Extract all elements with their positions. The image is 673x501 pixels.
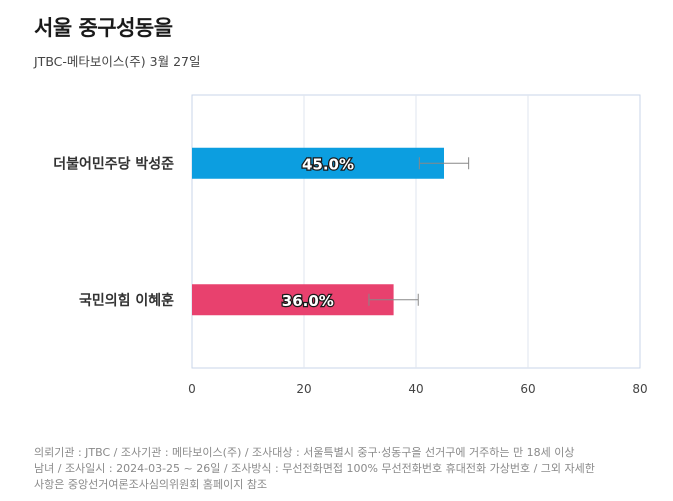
x-tick-label: 80: [632, 382, 647, 396]
x-tick-label: 40: [408, 382, 423, 396]
bar: [192, 147, 444, 179]
footnote-line: 남녀 / 조사일시 : 2024-03-25 ~ 26일 / 조사방식 : 무선…: [34, 462, 595, 475]
bar: [192, 284, 394, 316]
footnote-line: 사항은 중앙선거여론조사심의위원회 홈페이지 참조: [34, 478, 268, 491]
category-label: 더불어민주당 박성준: [53, 155, 174, 172]
data-label: 45.0%: [302, 155, 354, 173]
x-tick-label: 20: [296, 382, 311, 396]
x-tick-label: 0: [188, 382, 196, 396]
chart-subtitle: JTBC-메타보이스(주) 3월 27일: [34, 54, 201, 69]
x-tick-label: 60: [520, 382, 535, 396]
plot-area: 0 20 40 60 80 더불어민주당 박성준 45.0% 국민의힘 이혜훈 36.0%: [53, 94, 648, 396]
chart-title: 서울 중구성동을: [34, 16, 173, 40]
survey-footnote: 의뢰기관 : JTBC / 조사기관 : 메타보이스(주) / 조사대상 : 서…: [34, 445, 654, 493]
footnote-line: 의뢰기관 : JTBC / 조사기관 : 메타보이스(주) / 조사대상 : 서…: [34, 446, 575, 459]
bar-chart: 0 20 40 60 80 더불어민주당 박성준 45.0% 국민의힘 이혜훈 36.0%: [53, 94, 648, 396]
data-label: 36.0%: [282, 292, 334, 310]
category-label: 국민의힘 이혜훈: [79, 292, 174, 309]
